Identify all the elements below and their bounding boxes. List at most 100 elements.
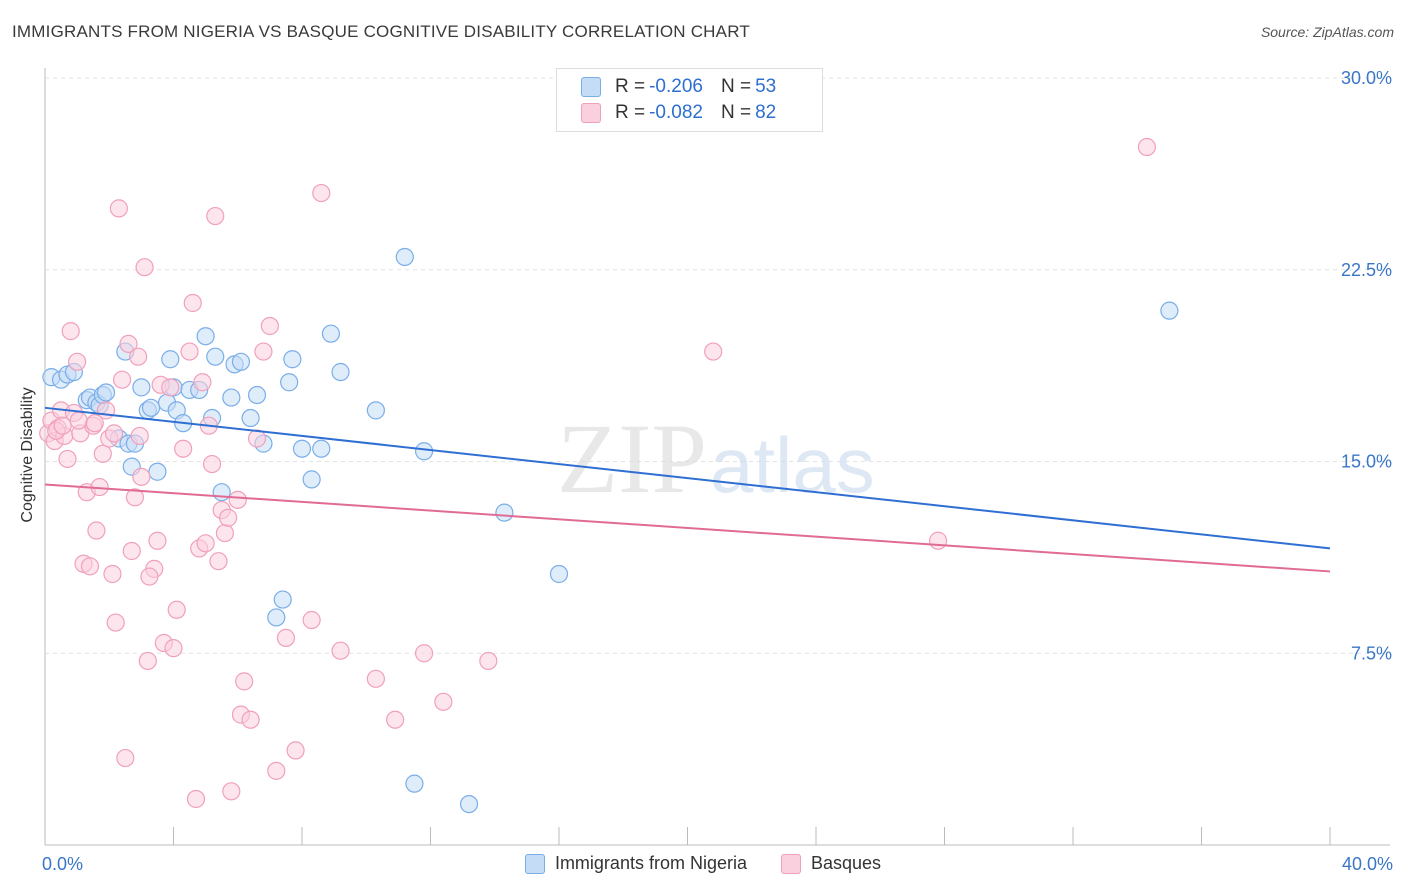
n-label: N = bbox=[720, 102, 752, 123]
basques-point bbox=[164, 639, 183, 658]
chart-source: Source: ZipAtlas.com bbox=[1260, 24, 1394, 40]
stats-row-nigeria: R = -0.206 N = 53 bbox=[581, 75, 776, 99]
nigeria-trend-line bbox=[44, 406, 1331, 550]
basques-point bbox=[68, 352, 87, 371]
watermark: ZIP atlas bbox=[557, 403, 875, 514]
basques-point bbox=[479, 651, 498, 671]
basques-point bbox=[119, 334, 138, 353]
basques-point bbox=[174, 439, 193, 458]
basques-point bbox=[180, 342, 199, 361]
tick-labels: 7.5% 15.0% 22.5% 30.0% 0.0% 40.0% bbox=[42, 68, 1393, 874]
nigeria-point bbox=[395, 247, 414, 267]
watermark-atlas: atlas bbox=[710, 421, 875, 509]
basques-point bbox=[276, 628, 296, 648]
nigeria-point bbox=[292, 439, 312, 458]
basques-point bbox=[116, 748, 135, 768]
basques-point bbox=[366, 669, 385, 688]
basques-point bbox=[219, 508, 238, 527]
basques-point bbox=[206, 206, 225, 226]
basques-point bbox=[267, 761, 286, 780]
basques-point bbox=[222, 782, 241, 801]
nigeria-point bbox=[161, 350, 180, 369]
nigeria-point bbox=[273, 590, 292, 609]
basques-point bbox=[235, 672, 254, 691]
grid-lines bbox=[45, 77, 1390, 654]
basques-legend-swatch bbox=[780, 853, 801, 874]
nigeria-point bbox=[414, 442, 434, 461]
basques-point bbox=[58, 449, 77, 469]
basques-point bbox=[167, 600, 186, 619]
basques-point bbox=[135, 258, 154, 277]
nigeria-point bbox=[267, 608, 286, 627]
basques-point bbox=[193, 373, 212, 392]
basques-point bbox=[112, 370, 132, 389]
nigeria-point bbox=[312, 439, 331, 458]
basques-point bbox=[87, 521, 106, 540]
series-legend: Immigrants from Nigeria Basques bbox=[0, 853, 1406, 874]
basques-point bbox=[254, 342, 273, 361]
nigeria-point bbox=[280, 373, 299, 392]
r-label: R = bbox=[615, 102, 646, 123]
basques-point bbox=[80, 557, 100, 576]
basques-point bbox=[183, 293, 202, 313]
basques-point bbox=[228, 490, 247, 509]
nigeria-legend-swatch bbox=[524, 853, 545, 874]
basques-point bbox=[109, 199, 128, 218]
nigeria-point bbox=[405, 774, 424, 793]
n-value: 82 bbox=[755, 102, 777, 123]
basques-point bbox=[69, 411, 88, 430]
legend-item-nigeria[interactable]: Immigrants from Nigeria bbox=[524, 853, 747, 874]
basques-point bbox=[93, 444, 112, 463]
legend-label-basques: Basques bbox=[810, 853, 882, 873]
basques-point bbox=[148, 531, 167, 550]
legend-label-nigeria: Immigrants from Nigeria bbox=[554, 853, 747, 873]
basques-point bbox=[312, 183, 331, 203]
basques-trend-line bbox=[44, 483, 1331, 573]
basques-point bbox=[61, 322, 80, 341]
nigeria-point bbox=[247, 385, 267, 405]
basques-point bbox=[331, 641, 350, 660]
r-value: -0.206 bbox=[649, 76, 703, 97]
y-axis-title: Cognitive Disability bbox=[19, 387, 36, 523]
basques-point bbox=[129, 347, 148, 366]
r-value: -0.082 bbox=[649, 102, 703, 123]
y-tick-label: 7.5% bbox=[1351, 643, 1392, 663]
x-tick-label: 40.0% bbox=[1342, 854, 1393, 874]
nigeria-point bbox=[331, 362, 350, 382]
basques-point bbox=[104, 424, 124, 443]
basques-point bbox=[186, 789, 206, 809]
basques-point bbox=[215, 523, 234, 543]
nigeria-point bbox=[132, 378, 151, 397]
n-value: 53 bbox=[755, 76, 777, 97]
basques-point bbox=[241, 710, 260, 729]
basques-point bbox=[1137, 137, 1156, 157]
nigeria-point bbox=[302, 470, 321, 489]
nigeria-swatch bbox=[581, 77, 601, 97]
basques-point bbox=[704, 342, 723, 361]
basques-point bbox=[196, 534, 215, 553]
nigeria-point bbox=[321, 324, 341, 343]
nigeria-point bbox=[549, 564, 569, 584]
basques-point bbox=[85, 414, 104, 433]
legend-item-basques[interactable]: Basques bbox=[780, 853, 882, 874]
y-tick-label: 15.0% bbox=[1341, 452, 1392, 472]
y-tick-label: 30.0% bbox=[1341, 68, 1392, 88]
nigeria-point bbox=[222, 388, 241, 407]
basques-point bbox=[302, 610, 321, 630]
basques-point bbox=[928, 531, 948, 550]
basques-point bbox=[125, 488, 145, 507]
n-label: N = bbox=[720, 76, 752, 97]
basques-point bbox=[414, 644, 434, 663]
x-tick-label: 0.0% bbox=[42, 854, 83, 874]
basques-point bbox=[138, 651, 157, 671]
basques-point bbox=[130, 426, 149, 446]
watermark-zip: ZIP bbox=[557, 403, 707, 514]
nigeria-point bbox=[141, 398, 161, 417]
stats-row-basques: R = -0.082 N = 82 bbox=[581, 101, 776, 125]
nigeria-point bbox=[148, 462, 167, 481]
basques-point bbox=[132, 467, 151, 486]
basques-point bbox=[434, 692, 453, 711]
basques-swatch bbox=[581, 103, 601, 123]
nigeria-point bbox=[241, 408, 260, 428]
